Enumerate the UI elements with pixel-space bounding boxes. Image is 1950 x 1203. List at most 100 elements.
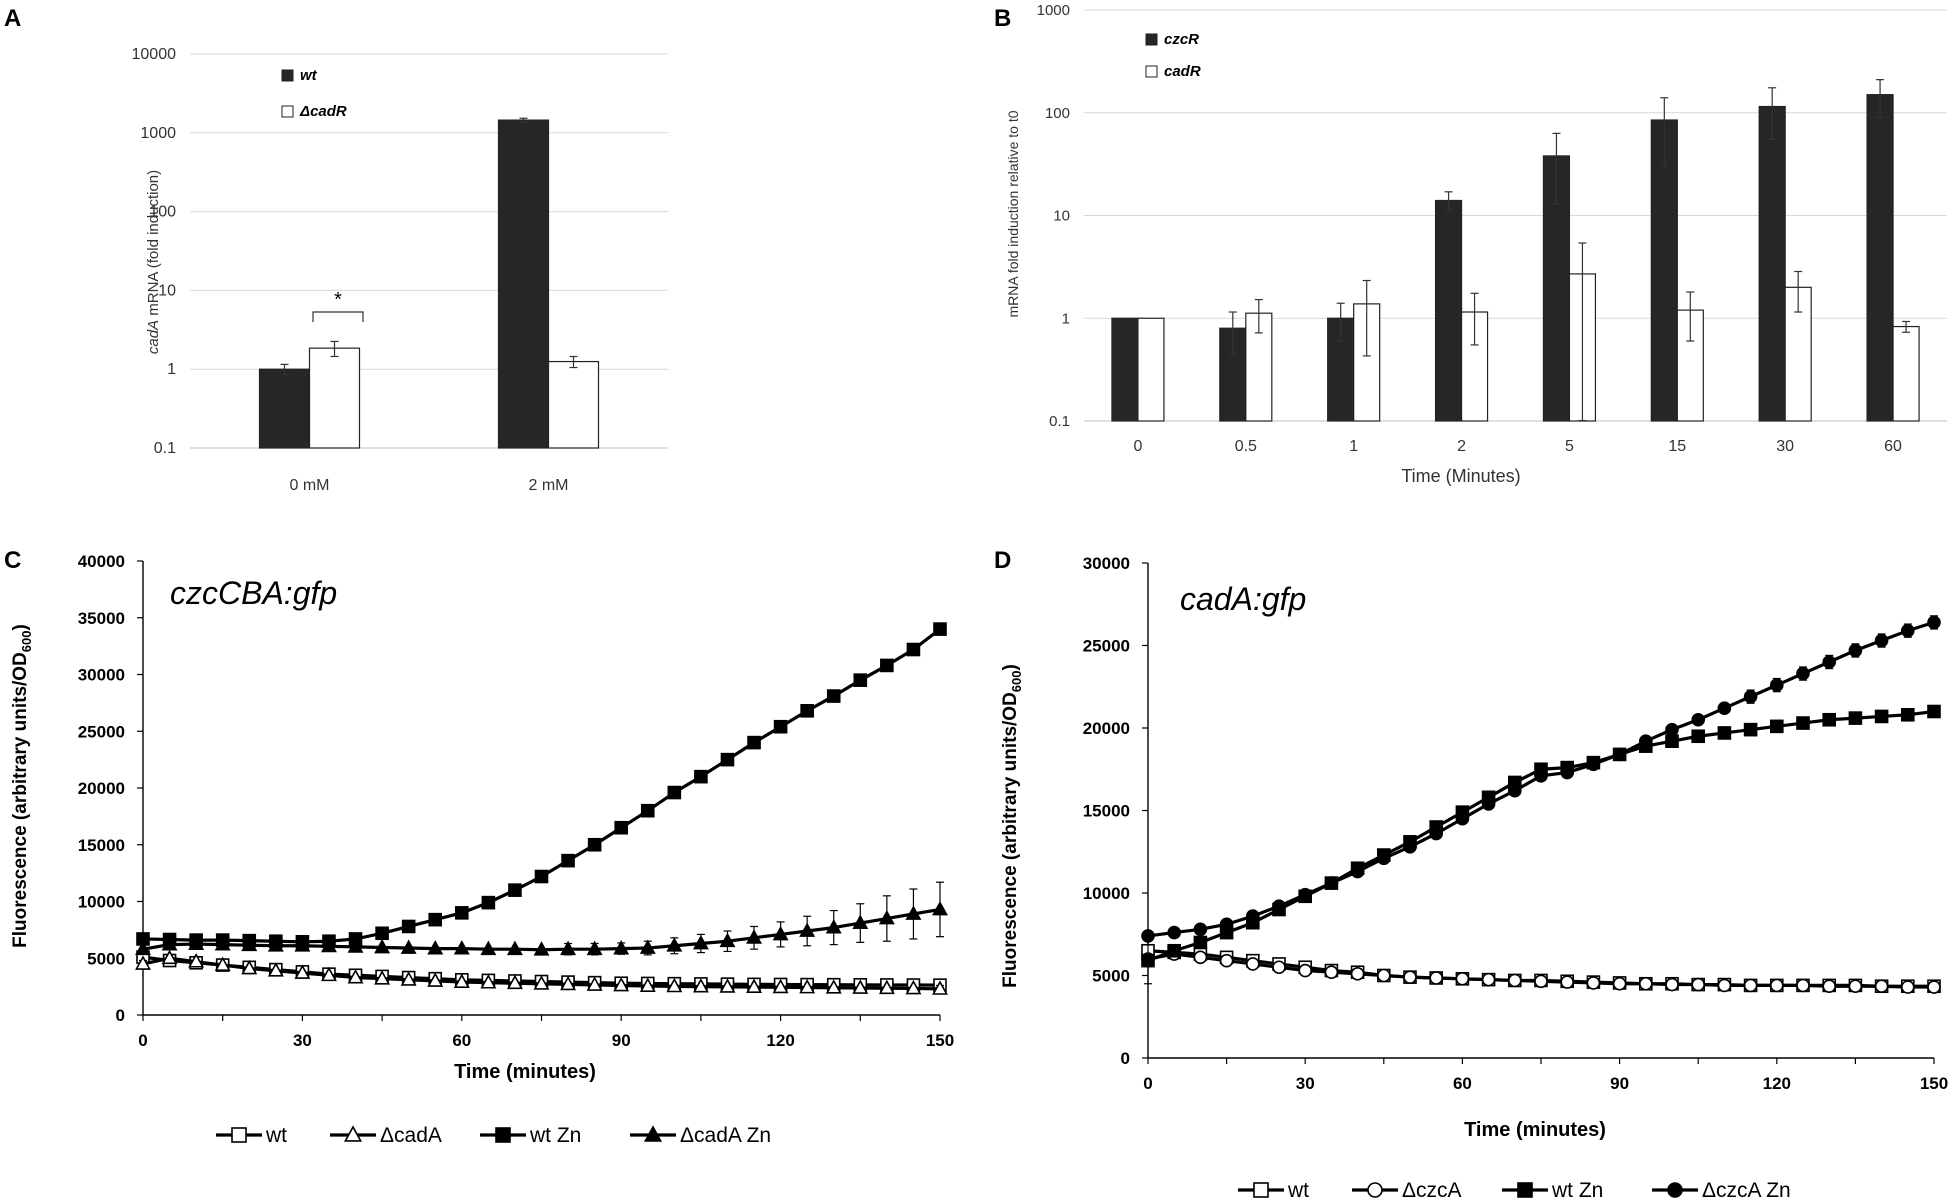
point-ΔczcA Zn bbox=[1481, 797, 1496, 811]
legend-label-ΔcadR: ΔcadR bbox=[299, 103, 347, 120]
legend-marker-ΔczcA Zn bbox=[1667, 1182, 1683, 1198]
bar-czcR bbox=[1434, 199, 1463, 422]
point-wt Zn bbox=[375, 926, 389, 941]
point-wt Zn bbox=[1691, 729, 1705, 744]
point-wt Zn bbox=[933, 622, 947, 636]
point-ΔcadA bbox=[560, 975, 577, 991]
point-ΔcadA bbox=[746, 978, 762, 993]
legend-marker-wt Zn bbox=[495, 1127, 511, 1143]
point-ΔczcA bbox=[1377, 968, 1391, 983]
point-ΔcadA bbox=[719, 978, 736, 993]
point-ΔcadA bbox=[613, 976, 630, 992]
x-tick-label: 150 bbox=[926, 1031, 954, 1050]
point-ΔczcA Zn bbox=[1141, 929, 1155, 943]
x-category-label: 60 bbox=[1884, 438, 1902, 455]
point-ΔczcA Zn bbox=[1901, 623, 1915, 638]
point-ΔczcA bbox=[1560, 975, 1574, 989]
point-ΔczcA Zn bbox=[1403, 839, 1417, 854]
point-ΔczcA Zn bbox=[1770, 678, 1784, 692]
legend-swatch-ΔcadR bbox=[281, 105, 294, 118]
point-wt Zn bbox=[906, 642, 921, 657]
point-ΔczcA bbox=[1586, 976, 1601, 990]
legend-label-wt: wt bbox=[1287, 1179, 1309, 1202]
point-wt Zn bbox=[800, 704, 814, 718]
y-tick-label: 0 bbox=[116, 1006, 125, 1025]
point-ΔczcA bbox=[1901, 980, 1915, 994]
point-wt Zn bbox=[1167, 943, 1181, 958]
point-ΔczcA Zn bbox=[1639, 734, 1653, 749]
point-ΔcadA Zn bbox=[188, 935, 205, 950]
legend-swatch-czcR bbox=[1145, 33, 1158, 46]
legend-label-wt: wt bbox=[265, 1124, 287, 1147]
bar-cadR bbox=[1137, 317, 1165, 422]
point-ΔcadA bbox=[294, 964, 311, 979]
point-ΔczcA Zn bbox=[1193, 922, 1208, 937]
y-tick-label: 25000 bbox=[78, 722, 125, 741]
point-wt Zn bbox=[401, 919, 416, 934]
point-ΔczcA bbox=[1796, 978, 1810, 993]
y-tick-label: 0.1 bbox=[1049, 413, 1070, 430]
point-ΔczcA Zn bbox=[1717, 701, 1732, 716]
x-category-label: 2 bbox=[1457, 438, 1466, 455]
point-ΔcadA Zn bbox=[905, 905, 922, 920]
point-wt Zn bbox=[1796, 716, 1810, 730]
point-ΔcadA bbox=[188, 953, 205, 968]
point-ΔczcA bbox=[1429, 971, 1443, 985]
point-wt Zn bbox=[1770, 719, 1784, 734]
point-ΔcadA Zn bbox=[878, 909, 895, 925]
y-tick-label: 0 bbox=[1121, 1049, 1130, 1068]
legend-marker-ΔcadA bbox=[343, 1125, 363, 1142]
panel-a-chart: cadA mRNA (fold induction) * 0.1 1 10 100 10… bbox=[132, 46, 668, 494]
y-tick-label: 100 bbox=[149, 204, 176, 221]
point-ΔczcA Zn bbox=[1848, 643, 1863, 658]
point-wt Zn bbox=[1665, 734, 1679, 749]
point-wt Zn bbox=[747, 735, 761, 750]
y-tick-label: 40000 bbox=[78, 552, 125, 571]
point-ΔcadA Zn bbox=[214, 936, 231, 951]
panel-letter-c: C bbox=[4, 547, 21, 574]
point-ΔcadA bbox=[480, 974, 497, 989]
point-ΔczcA bbox=[1848, 979, 1863, 994]
panel-letter-d: D bbox=[994, 547, 1011, 574]
point-ΔcadA bbox=[321, 966, 337, 982]
point-ΔczcA bbox=[1691, 977, 1705, 992]
panel-c-xlabel: Time (minutes) bbox=[454, 1061, 596, 1083]
x-tick-label: 90 bbox=[612, 1031, 631, 1050]
x-category-label: 5 bbox=[1565, 438, 1574, 455]
y-tick-label: 10000 bbox=[78, 893, 125, 912]
point-ΔcadA bbox=[825, 979, 842, 994]
bar-cadR bbox=[1892, 325, 1920, 422]
x-category-label: 2 mM bbox=[529, 477, 569, 494]
point-ΔczcA bbox=[1717, 978, 1732, 993]
panel-a-ylabel: cadA mRNA (fold induction) bbox=[145, 170, 162, 354]
legend-label-ΔczcA Zn: ΔczcA Zn bbox=[1702, 1179, 1791, 1202]
panel-c-title: czcCBA:gfp bbox=[170, 575, 337, 611]
point-ΔcadA bbox=[905, 979, 922, 995]
point-ΔcadA Zn bbox=[453, 940, 470, 955]
point-ΔcadA Zn bbox=[772, 925, 789, 941]
point-ΔczcA Zn bbox=[1691, 712, 1705, 727]
point-ΔcadA bbox=[692, 978, 709, 993]
x-tick-label: 30 bbox=[1296, 1074, 1315, 1093]
x-tick-label: 60 bbox=[452, 1031, 471, 1050]
point-ΔcadA Zn bbox=[533, 941, 550, 956]
point-wt Zn bbox=[1848, 711, 1863, 725]
panel-letter-a: A bbox=[4, 5, 21, 32]
point-ΔcadA Zn bbox=[374, 938, 391, 954]
point-ΔczcA Zn bbox=[1796, 666, 1810, 681]
point-ΔczcA Zn bbox=[1455, 811, 1470, 826]
point-ΔczcA bbox=[1534, 974, 1548, 989]
legend-swatch-wt bbox=[281, 69, 294, 82]
x-category-label: 1 bbox=[1349, 438, 1358, 455]
point-ΔcadA Zn bbox=[825, 919, 842, 934]
point-ΔcadA bbox=[374, 970, 391, 985]
point-ΔczcA Zn bbox=[1743, 689, 1758, 704]
point-ΔcadA bbox=[161, 949, 178, 965]
point-ΔcadA bbox=[241, 959, 258, 975]
bar-czcR bbox=[1111, 317, 1139, 422]
point-ΔczcA Zn bbox=[1429, 826, 1443, 841]
x-category-label: 0.5 bbox=[1235, 438, 1257, 455]
x-tick-label: 0 bbox=[1143, 1074, 1152, 1093]
point-ΔcadA bbox=[347, 968, 364, 984]
